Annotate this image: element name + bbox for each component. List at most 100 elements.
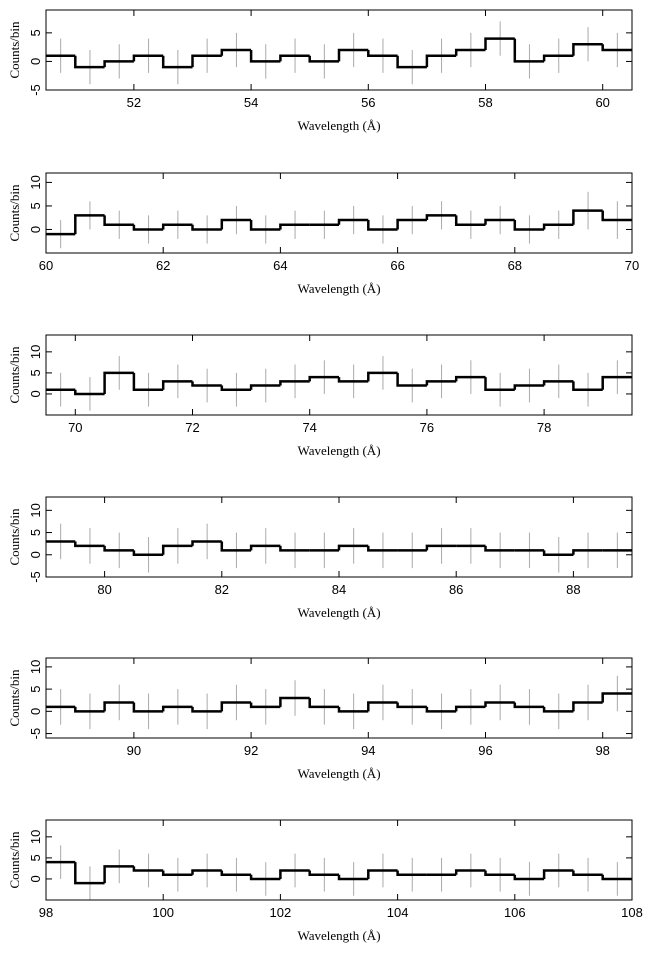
histogram-bin <box>132 224 164 231</box>
x-tick-label: 62 <box>156 258 170 273</box>
y-tick-label: 10 <box>28 830 43 844</box>
histogram-bin <box>337 706 369 713</box>
histogram-bin <box>454 375 486 382</box>
histogram-bin <box>249 544 281 551</box>
histogram-bin <box>220 541 252 552</box>
histogram-bin <box>308 698 339 709</box>
y-tick-label: 0 <box>28 875 43 882</box>
frame <box>45 819 633 901</box>
histogram-bin <box>74 541 105 548</box>
histogram-bin <box>542 223 574 230</box>
histogram-bin <box>337 48 369 62</box>
histogram-bin <box>103 371 134 394</box>
histogram-bin <box>161 870 193 876</box>
y-axis-label: Counts/bin <box>7 669 22 727</box>
histogram-bin <box>542 54 574 62</box>
histogram-bin <box>249 50 281 63</box>
x-tick-label: 106 <box>504 905 526 920</box>
plot-area <box>46 356 632 411</box>
x-tick-label: 88 <box>566 582 580 597</box>
x-tick-label: 76 <box>420 420 434 435</box>
histogram-bin <box>337 377 369 383</box>
histogram-bin <box>367 50 398 57</box>
histogram-bin <box>161 223 193 230</box>
histogram-bin <box>132 550 164 557</box>
y-tick-label: 0 <box>28 390 43 397</box>
histogram-bin <box>572 701 603 712</box>
x-tick-label: 70 <box>68 420 82 435</box>
histogram-bin <box>220 385 252 391</box>
histogram-bin <box>513 38 545 63</box>
histogram-bin <box>132 702 164 713</box>
histogram-bin <box>279 696 310 707</box>
histogram-bin <box>220 218 252 230</box>
histogram-bin <box>103 865 134 884</box>
histogram-bin <box>337 544 369 551</box>
histogram-bin <box>74 55 105 69</box>
y-tick-label: -5 <box>28 571 43 583</box>
x-tick-label: 78 <box>537 420 551 435</box>
histogram-bin <box>249 384 281 390</box>
histogram-bin <box>161 380 193 390</box>
frame <box>45 496 633 578</box>
plot-area <box>46 21 632 85</box>
histogram-bin <box>191 706 222 713</box>
y-axis-label: Counts/bin <box>7 508 22 566</box>
histogram-bin <box>249 702 281 709</box>
panel: 90 92 94 96 98 -5 0 5 10 Wavelength (Å) Counts/bin <box>7 657 633 781</box>
plot-area <box>46 191 632 249</box>
frame <box>45 334 633 416</box>
histogram-bin <box>425 214 457 221</box>
histogram-bin <box>572 209 603 225</box>
histogram-bin <box>367 701 398 712</box>
histogram-bin <box>279 54 310 62</box>
histogram-bin <box>74 706 105 713</box>
histogram-bin <box>103 215 134 227</box>
histogram-bin <box>396 702 427 709</box>
x-tick-label: 58 <box>478 95 492 110</box>
x-tick-label: 80 <box>97 582 111 597</box>
histogram-bin <box>367 220 398 231</box>
x-tick-label: 54 <box>244 95 258 110</box>
frame <box>45 9 633 91</box>
histogram-bin <box>279 545 310 552</box>
histogram-bin <box>132 866 164 872</box>
x-axis-label: Wavelength (Å) <box>297 443 380 458</box>
panel: 98 100 102 104 106 108 0 5 10 Wavelength (Å) Count… <box>7 819 643 943</box>
x-tick-label: 90 <box>127 743 141 758</box>
histogram-bin <box>484 701 515 707</box>
y-tick-label: -5 <box>28 728 43 740</box>
histogram-bin <box>161 705 193 712</box>
y-axis-label: Counts/bin <box>7 831 22 889</box>
x-tick-label: 98 <box>39 905 53 920</box>
histogram-bin <box>484 545 515 552</box>
x-tick-label: 86 <box>449 582 463 597</box>
histogram-bin <box>279 380 310 386</box>
y-tick-label: -5 <box>28 84 43 96</box>
histogram-bin <box>74 862 105 885</box>
histogram-bin <box>161 55 193 69</box>
y-tick-label: 10 <box>28 660 43 674</box>
y-tick-label: 10 <box>28 175 43 189</box>
x-tick-label: 66 <box>390 258 404 273</box>
y-tick-label: 0 <box>28 58 43 65</box>
panel: 80 82 84 86 88 -5 0 5 10 Wavelength (Å) Counts/bin <box>7 496 633 620</box>
histogram-bin <box>367 371 398 382</box>
x-tick-label: 82 <box>215 582 229 597</box>
histogram-bin <box>396 55 427 69</box>
x-tick-label: 74 <box>302 420 316 435</box>
x-tick-label: 52 <box>127 95 141 110</box>
histogram-bin <box>396 372 427 387</box>
frame <box>45 172 633 254</box>
histogram-bin <box>396 870 427 876</box>
histogram-bin <box>308 375 339 382</box>
y-tick-label: 5 <box>28 29 43 36</box>
y-tick-label: 0 <box>28 708 43 715</box>
histogram-bin <box>513 874 545 881</box>
histogram-bin <box>132 372 164 391</box>
histogram-bin <box>601 874 632 881</box>
x-tick-label: 60 <box>39 258 53 273</box>
histogram-bin <box>103 701 134 712</box>
histogram-bin <box>572 549 603 555</box>
